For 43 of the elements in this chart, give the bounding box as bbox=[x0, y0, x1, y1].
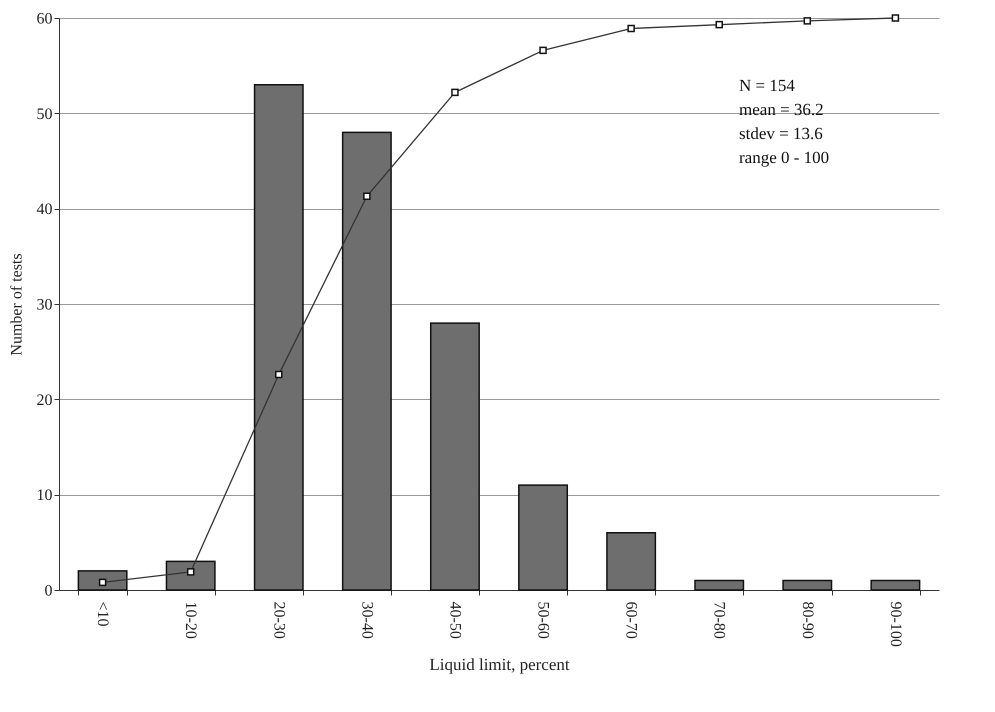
point bbox=[363, 192, 371, 200]
point bbox=[715, 20, 723, 28]
bar bbox=[166, 560, 216, 591]
y-tick-label: 20 bbox=[36, 392, 52, 409]
x-tick-label: 50-60 bbox=[534, 602, 552, 639]
x-tick-label: 30-40 bbox=[358, 602, 376, 639]
bar bbox=[78, 570, 128, 591]
y-axis-title: Number of tests bbox=[8, 253, 26, 356]
point bbox=[804, 17, 812, 25]
y-tick-label: 30 bbox=[36, 296, 52, 314]
bar bbox=[430, 322, 480, 591]
y-tick-label: 50 bbox=[36, 106, 52, 123]
bar bbox=[254, 84, 304, 591]
x-tick-label: 80-90 bbox=[798, 602, 816, 639]
x-tick-label: 70-80 bbox=[710, 602, 728, 639]
x-tick-label: 10-20 bbox=[182, 602, 200, 639]
x-tick-label: 60-70 bbox=[622, 602, 640, 639]
bar bbox=[342, 132, 392, 591]
point bbox=[98, 578, 106, 586]
x-tick-label: 90-100 bbox=[886, 602, 904, 647]
y-tick-label: 40 bbox=[36, 201, 52, 218]
point bbox=[186, 568, 194, 576]
y-tick-label: 0 bbox=[44, 582, 52, 600]
point bbox=[892, 14, 900, 22]
x-axis-title: Liquid limit, percent bbox=[429, 654, 570, 674]
x-tick-label: 20-30 bbox=[270, 602, 288, 639]
point bbox=[539, 46, 547, 54]
annotation: range 0 - 100 bbox=[739, 148, 830, 167]
bar bbox=[782, 580, 832, 591]
annotation: N = 154 bbox=[739, 76, 796, 95]
annotation: stdev = 13.6 bbox=[739, 124, 823, 143]
bar bbox=[518, 484, 568, 591]
x-tick-label: 40-50 bbox=[446, 602, 464, 639]
bar bbox=[870, 580, 920, 591]
point bbox=[275, 370, 283, 378]
bar bbox=[606, 532, 656, 591]
bar bbox=[694, 580, 744, 591]
y-tick-label: 60 bbox=[36, 10, 52, 28]
y-tick-label: 10 bbox=[36, 487, 52, 504]
point bbox=[627, 24, 635, 32]
point bbox=[451, 88, 459, 96]
x-tick-label: <10 bbox=[94, 602, 112, 627]
annotation: mean = 36.2 bbox=[739, 100, 824, 119]
